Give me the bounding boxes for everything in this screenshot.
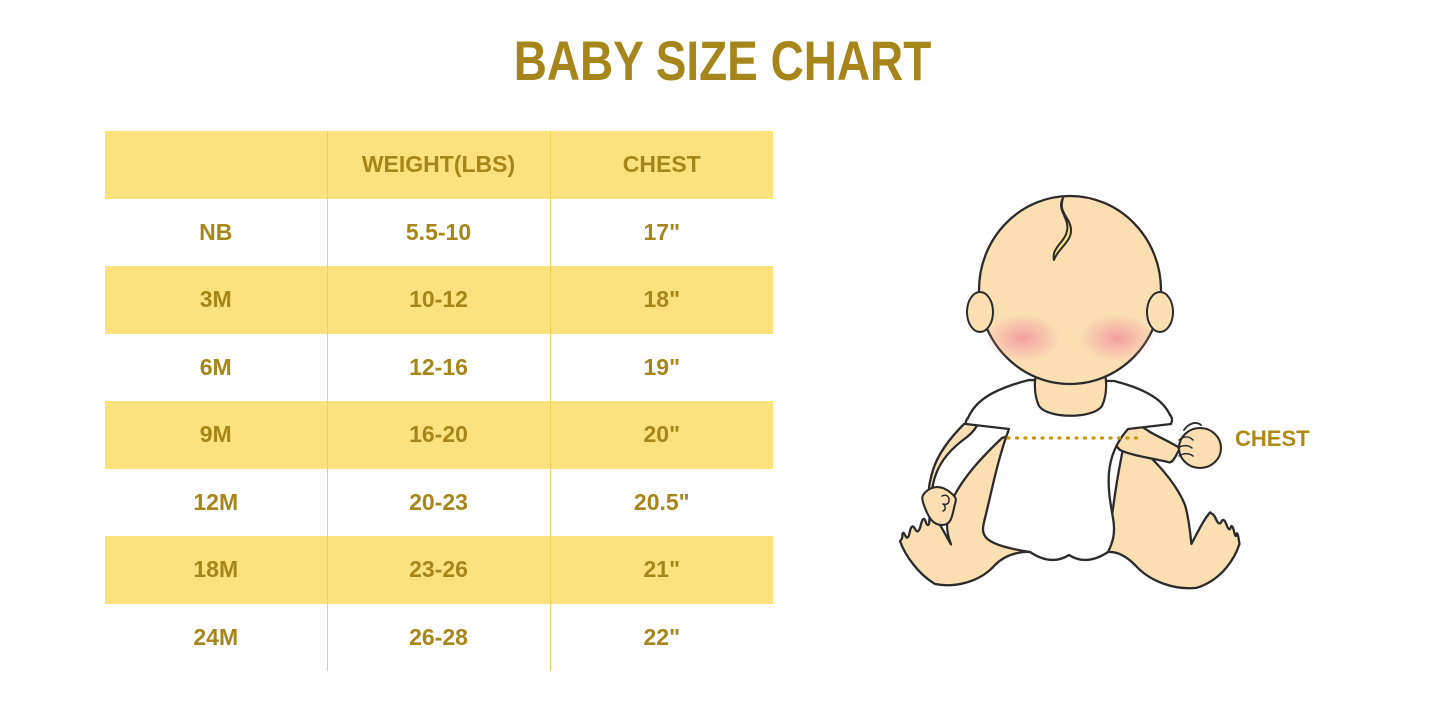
svg-text:CHEST: CHEST — [1235, 426, 1310, 451]
